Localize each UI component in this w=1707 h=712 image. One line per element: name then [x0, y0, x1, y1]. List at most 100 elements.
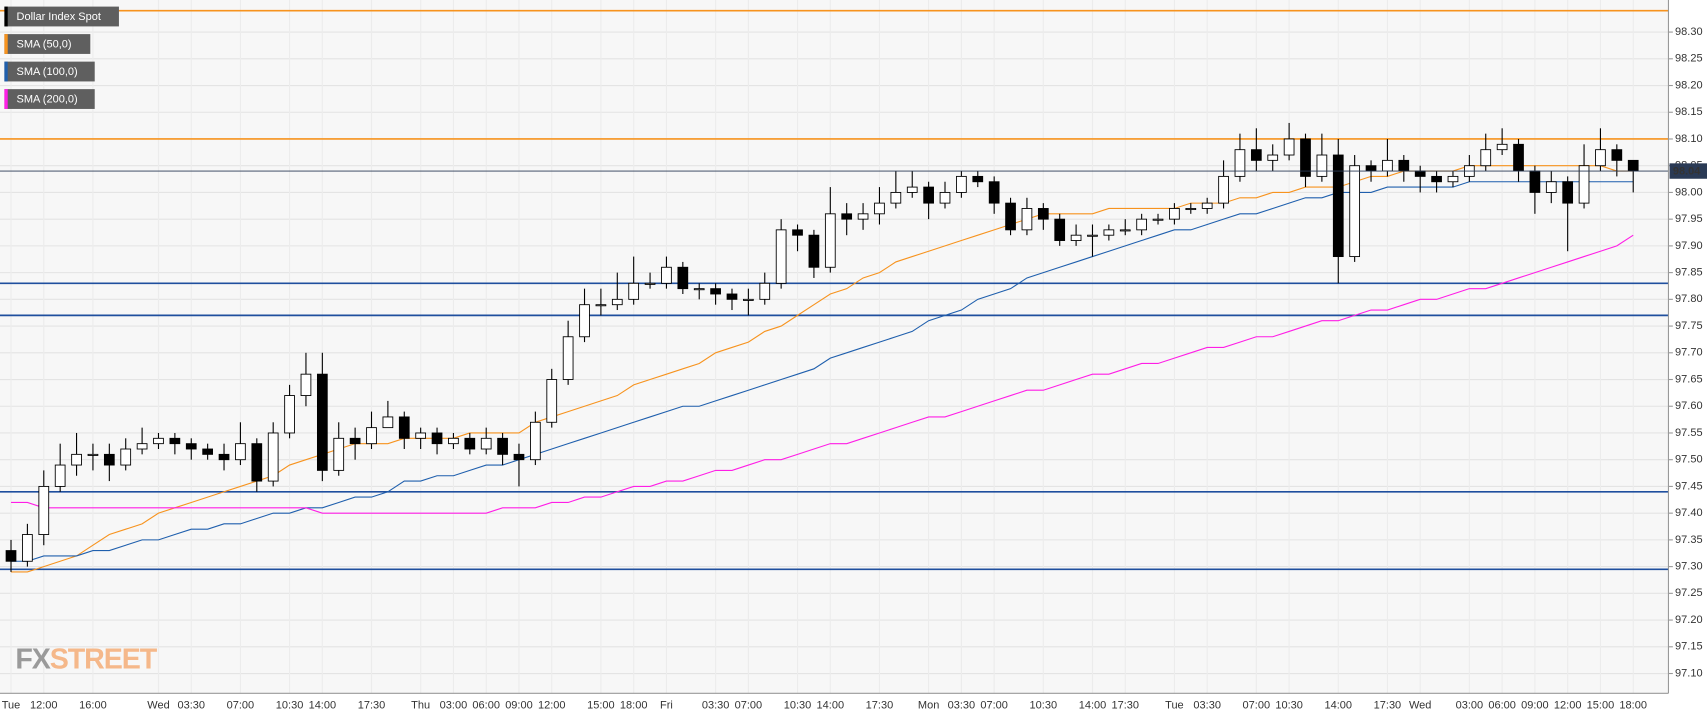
y-tick-label: 98.10: [1675, 133, 1703, 145]
candle-body: [1480, 149, 1492, 167]
marks: [0, 9, 1669, 573]
watermark: FXSTREET: [15, 643, 157, 675]
sma-line: [11, 234, 1634, 514]
candle-body: [906, 186, 918, 193]
candle-body: [1529, 170, 1541, 193]
candle-body: [726, 293, 738, 300]
legend-box: [4, 6, 119, 27]
candle-body: [1382, 159, 1393, 172]
y-tick-label: 97.20: [1675, 614, 1703, 626]
candle-body: [153, 437, 164, 445]
candle-body: [1562, 181, 1574, 204]
candle-body: [530, 421, 541, 461]
candle-body: [644, 282, 656, 285]
candle-body: [874, 202, 885, 215]
y-tick-label: 98.20: [1675, 79, 1703, 91]
candle-body: [890, 191, 902, 204]
x-tick-label: 12:00: [30, 699, 58, 711]
x-tick-label: 17:30: [1111, 699, 1139, 711]
candle-body: [497, 437, 508, 455]
x-tick-label: 03:30: [948, 699, 976, 711]
x-tick-label: Wed: [1409, 699, 1431, 711]
x-tick-label: 14:00: [309, 699, 337, 711]
candle-body: [1136, 218, 1147, 231]
candle-body: [185, 443, 197, 450]
candle-body: [1349, 165, 1361, 258]
candle-body: [824, 213, 836, 268]
candle-body: [1070, 234, 1082, 241]
x-tick-label: 06:00: [1488, 699, 1516, 711]
candle-body: [923, 186, 934, 204]
y-tick-label: 97.35: [1675, 534, 1703, 546]
candle-body: [1054, 218, 1066, 241]
y-tick-label: 97.80: [1675, 293, 1703, 305]
x-tick-label: 15:00: [587, 699, 615, 711]
y-tick-label: 97.85: [1675, 267, 1703, 279]
x-tick-label: 17:30: [358, 699, 386, 711]
candle-body: [1595, 149, 1606, 167]
plot-background: [0, 0, 1668, 693]
candle-body: [743, 298, 754, 301]
candle-body: [1185, 208, 1197, 211]
x-tick-label: 10:30: [276, 699, 304, 711]
x-tick-label: 16:00: [79, 699, 107, 711]
candle-body: [1447, 175, 1459, 183]
candle-body: [841, 213, 853, 220]
candle-body: [1119, 229, 1131, 232]
candle-body: [710, 288, 721, 295]
candle-body: [1103, 229, 1115, 236]
y-tick-label: 98.25: [1675, 53, 1703, 65]
x-tick-label: 10:30: [784, 699, 812, 711]
candle-body: [693, 288, 705, 291]
candle-body: [202, 448, 213, 455]
last-price-label: 98.04: [1673, 166, 1701, 178]
candle-body: [415, 432, 427, 439]
x-tick-label: 06:00: [472, 699, 500, 711]
x-tick-label: 03:30: [177, 699, 205, 711]
y-tick-label: 97.40: [1675, 507, 1703, 519]
candle-body: [1283, 138, 1295, 156]
candle-body: [431, 432, 443, 445]
x-tick-label: 14:00: [1324, 699, 1352, 711]
candle-body: [1087, 234, 1098, 237]
candle-body: [792, 229, 803, 236]
candle-body: [366, 427, 377, 445]
candle-body: [1496, 143, 1508, 151]
candle-body: [562, 336, 574, 380]
candle-body: [218, 453, 230, 461]
legend-swatch: [4, 6, 8, 27]
y-tick-label: 97.90: [1675, 240, 1703, 252]
x-tick-label: Tue: [1165, 699, 1184, 711]
x-tick-label: 03:30: [1193, 699, 1221, 711]
x-tick-label: Mon: [918, 699, 939, 711]
x-tick-label: 17:30: [866, 699, 894, 711]
candle-body: [1578, 165, 1590, 204]
legend-swatch: [4, 61, 8, 82]
candle-body: [316, 373, 328, 471]
candle-body: [1545, 181, 1557, 193]
candle-body: [1005, 202, 1016, 231]
legend: Dollar Index Spot SMA (50,0) SMA (100,0) SM…: [4, 6, 119, 109]
x-tick-label: Thu: [411, 699, 430, 711]
candle-body: [939, 191, 951, 204]
candle-body: [103, 453, 115, 466]
y-tick-label: 97.30: [1675, 561, 1703, 573]
legend-swatch: [4, 89, 8, 109]
y-tick-label: 97.15: [1675, 641, 1703, 653]
candle-body: [759, 282, 771, 300]
candle-body: [1218, 175, 1229, 204]
candle-body: [988, 181, 1000, 204]
x-tick-label: 03:00: [440, 699, 468, 711]
y-tick-label: 97.95: [1675, 213, 1703, 225]
candle-body: [464, 437, 476, 450]
y-tick-label: 97.60: [1675, 400, 1703, 412]
candle-body: [136, 443, 148, 450]
candle-body: [857, 213, 869, 220]
candle-body: [1152, 218, 1164, 221]
candle-body: [595, 304, 607, 307]
candle-body: [1037, 208, 1049, 220]
candle-body: [87, 453, 99, 456]
candle-body: [1169, 208, 1180, 220]
y-tick-label: 97.65: [1675, 373, 1703, 385]
